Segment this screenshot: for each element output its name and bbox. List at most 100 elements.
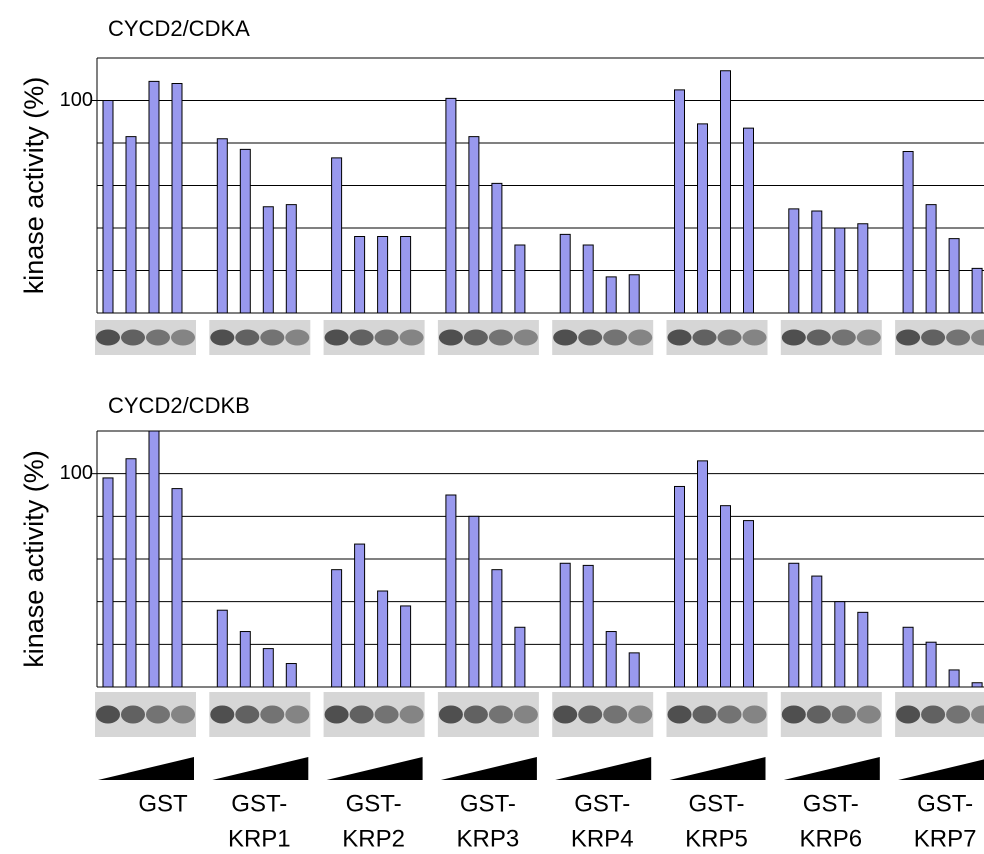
gel-band [857,706,881,724]
bar [286,664,296,687]
bar [721,506,731,687]
bar [217,139,227,313]
bar [789,209,799,313]
bar [812,211,822,313]
bar [903,152,913,314]
gel-band [807,330,831,346]
gel-band [210,330,234,346]
bar [744,521,754,687]
gel-band [668,706,692,724]
bar [515,245,525,313]
bar [263,207,273,313]
bar [469,516,479,687]
gel-band [946,330,970,346]
gel-band [439,330,463,346]
bar [583,565,593,687]
chart-title: CYCD2/CDKA [108,16,250,41]
bar [721,71,731,313]
group-label: GST [138,790,188,817]
bar [583,245,593,313]
gel-band [121,706,145,724]
group-label: KRP1 [228,825,291,852]
bar [103,101,113,314]
gel-band [171,330,195,346]
gel-band [325,706,349,724]
group-label: GST- [917,790,973,817]
bar [217,610,227,687]
bar [492,570,502,687]
gel-band [96,706,120,724]
gel-band [464,330,488,346]
bar [812,576,822,687]
bar [629,275,639,313]
bar [675,90,685,313]
gel-band [578,706,602,724]
gel-band [350,330,374,346]
gel-band [121,330,145,346]
gel-band [553,330,577,346]
bar [744,128,754,313]
bar [515,627,525,687]
bar [949,670,959,687]
gel-band [693,330,717,346]
bar [675,486,685,687]
bar [789,563,799,687]
bar [172,489,182,687]
gel-band [285,706,309,724]
gel-band [668,330,692,346]
bar [263,649,273,687]
bar [492,183,502,313]
gel-band [350,706,374,724]
bar [469,137,479,313]
gel-band [782,330,806,346]
bar [606,632,616,687]
y-axis-label: kinase activity (%) [19,450,49,668]
gel-band [375,706,399,724]
bar [446,98,456,313]
gel-band [921,330,945,346]
bar [378,591,388,687]
bar [560,234,570,313]
gel-band [146,706,170,724]
gel-band [782,706,806,724]
bar [835,228,845,313]
bar [332,158,342,313]
bar [926,205,936,313]
gel-band [375,330,399,346]
gel-band [946,706,970,724]
gel-band [260,330,284,346]
group-label: GST- [460,790,516,817]
gel-band [603,706,627,724]
gel-band [743,330,767,346]
concentration-wedge [327,757,423,780]
chart-title: CYCD2/CDKB [108,393,250,418]
bar [560,563,570,687]
group-label: KRP2 [342,825,405,852]
gel-band [578,330,602,346]
gel-band [514,706,538,724]
group-label: KRP4 [571,825,634,852]
group-label: KRP7 [914,825,977,852]
bar [835,602,845,687]
gel-band [96,330,120,346]
gel-band [603,330,627,346]
group-label: GST- [688,790,744,817]
bar [149,431,159,687]
gel-band [235,330,259,346]
bar [103,478,113,687]
gel-band [171,706,195,724]
concentration-wedge [98,757,194,780]
bar [355,544,365,687]
concentration-wedge [784,757,880,780]
bar [972,683,982,687]
gel-band [464,706,488,724]
gel-band [260,706,284,724]
gel-band [553,706,577,724]
gel-band [325,330,349,346]
bar [949,239,959,313]
gel-band [718,706,742,724]
gel-band [400,706,424,724]
bar [698,124,708,313]
group-label: GST- [803,790,859,817]
gel-band [439,706,463,724]
